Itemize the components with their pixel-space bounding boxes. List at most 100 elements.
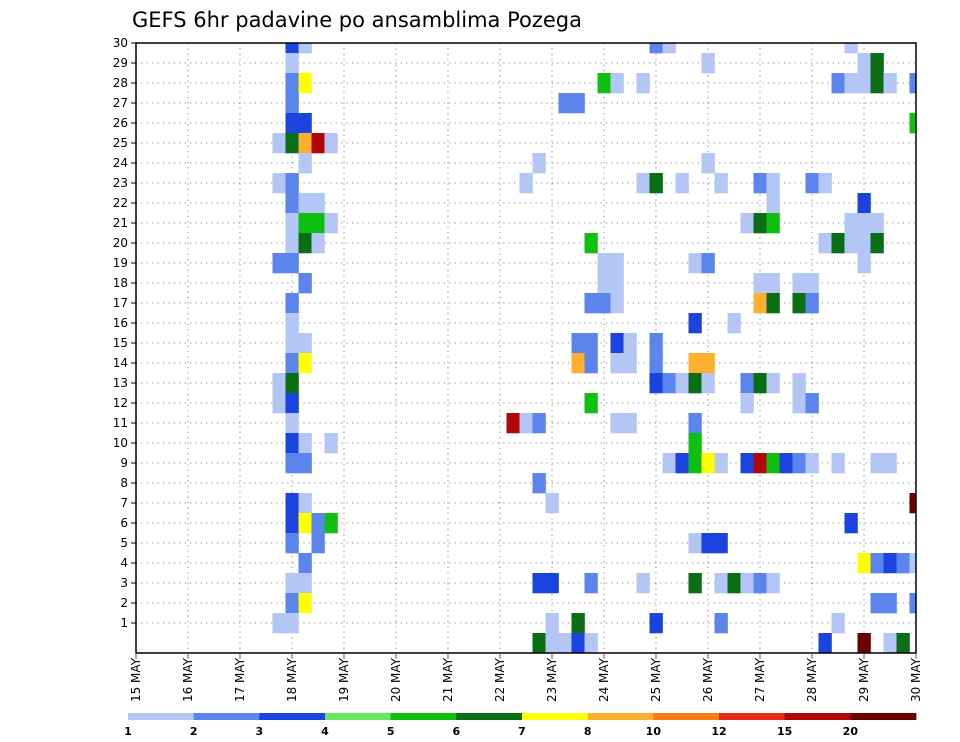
heatmap-cell bbox=[298, 513, 312, 534]
heatmap-cell bbox=[662, 453, 676, 474]
heatmap-cell bbox=[662, 373, 676, 394]
heatmap-cell bbox=[753, 373, 767, 394]
heatmap-cell bbox=[610, 413, 624, 434]
heatmap-cell bbox=[714, 573, 728, 594]
x-tick-label: 29 MAY bbox=[857, 657, 871, 702]
heatmap-cell bbox=[298, 113, 312, 134]
heatmap-cell bbox=[324, 433, 338, 454]
y-tick-label: 17 bbox=[113, 296, 128, 310]
heatmap-cell bbox=[610, 293, 624, 314]
heatmap-cell bbox=[610, 353, 624, 374]
heatmap-cell bbox=[584, 233, 598, 254]
heatmap-cell bbox=[818, 233, 832, 254]
heatmap-cell bbox=[675, 173, 689, 194]
heatmap-cell bbox=[870, 553, 884, 574]
heatmap-cell bbox=[883, 553, 897, 574]
heatmap-cell bbox=[298, 333, 312, 354]
heatmap-cell bbox=[870, 233, 884, 254]
colorbar-swatch bbox=[850, 713, 917, 720]
colorbar-label: 4 bbox=[321, 725, 329, 738]
heatmap-cell bbox=[298, 213, 312, 234]
heatmap-cell bbox=[298, 553, 312, 574]
heatmap-cell bbox=[688, 373, 702, 394]
heatmap-cell bbox=[636, 573, 650, 594]
y-tick-label: 28 bbox=[113, 76, 128, 90]
y-tick-label: 30 bbox=[113, 36, 128, 50]
y-tick-label: 21 bbox=[113, 216, 128, 230]
heatmap-cell bbox=[285, 173, 299, 194]
x-tick-label: 17 MAY bbox=[233, 657, 247, 702]
heatmap-cell bbox=[857, 213, 871, 234]
heatmap-cell bbox=[584, 633, 598, 654]
heatmap-cell bbox=[688, 533, 702, 554]
y-tick-label: 24 bbox=[113, 156, 128, 170]
y-tick-label: 20 bbox=[113, 236, 128, 250]
heatmap-cell bbox=[610, 273, 624, 294]
heatmap-cell bbox=[545, 613, 559, 634]
heatmap-cell bbox=[285, 513, 299, 534]
heatmap-cell bbox=[610, 333, 624, 354]
heatmap-cell bbox=[285, 493, 299, 514]
heatmap-cell bbox=[285, 193, 299, 214]
heatmap-cell bbox=[883, 633, 897, 654]
plot-frame bbox=[135, 42, 917, 654]
heatmap-cell bbox=[766, 173, 780, 194]
heatmap-cell bbox=[285, 393, 299, 414]
heatmap-cell bbox=[844, 213, 858, 234]
colorbar-label: 5 bbox=[387, 725, 395, 738]
heatmap-cell bbox=[285, 73, 299, 94]
heatmap-cell bbox=[311, 533, 325, 554]
x-tick-label: 25 MAY bbox=[649, 657, 663, 702]
heatmap-cell bbox=[805, 273, 819, 294]
heatmap-cell bbox=[272, 133, 286, 154]
heatmap-cell bbox=[805, 293, 819, 314]
heatmap-cell bbox=[818, 633, 832, 654]
heatmap-cell bbox=[298, 593, 312, 614]
heatmap-cell bbox=[285, 353, 299, 374]
heatmap-cell bbox=[649, 333, 663, 354]
colorbar-label: 3 bbox=[256, 725, 264, 738]
x-tick-label: 27 MAY bbox=[753, 657, 767, 702]
heatmap-cell bbox=[285, 43, 299, 54]
y-tick-label: 8 bbox=[120, 476, 128, 490]
heatmap-cell bbox=[285, 113, 299, 134]
y-tick-label: 18 bbox=[113, 276, 128, 290]
heatmap-cell bbox=[857, 233, 871, 254]
heatmap-cell bbox=[857, 73, 871, 94]
heatmap-cell bbox=[558, 633, 572, 654]
heatmap-cell bbox=[285, 453, 299, 474]
x-tick-label: 24 MAY bbox=[597, 657, 611, 702]
heatmap-cell bbox=[688, 573, 702, 594]
heatmap-cell bbox=[532, 573, 546, 594]
heatmap-cell bbox=[298, 133, 312, 154]
heatmap-cell bbox=[519, 173, 533, 194]
colorbar-label: 2 bbox=[190, 725, 198, 738]
heatmap-cell bbox=[870, 53, 884, 74]
y-axis-ticks: 1234567891011121314151617181920212223242… bbox=[113, 36, 136, 630]
colorbar-swatch bbox=[390, 713, 457, 720]
heatmap-cell bbox=[298, 193, 312, 214]
colorbar-swatch bbox=[325, 713, 392, 720]
heatmap-cell bbox=[792, 273, 806, 294]
heatmap-cell bbox=[584, 353, 598, 374]
heatmap-cell bbox=[766, 573, 780, 594]
heatmap-cell bbox=[285, 593, 299, 614]
heatmap-cell bbox=[701, 453, 715, 474]
heatmap-cell bbox=[545, 573, 559, 594]
heatmap-cell bbox=[844, 513, 858, 534]
y-tick-label: 4 bbox=[120, 556, 128, 570]
heatmap-cell bbox=[831, 613, 845, 634]
heatmap-cell bbox=[675, 453, 689, 474]
heatmap-cell bbox=[285, 433, 299, 454]
heatmap-cell bbox=[532, 473, 546, 494]
y-tick-label: 9 bbox=[120, 456, 128, 470]
heatmap-cell bbox=[766, 293, 780, 314]
heatmap-cell bbox=[688, 353, 702, 374]
y-tick-label: 16 bbox=[113, 316, 128, 330]
heatmap-cell bbox=[285, 53, 299, 74]
heatmap-cell bbox=[571, 93, 585, 114]
heatmap-cell bbox=[831, 73, 845, 94]
heatmap-cell bbox=[272, 253, 286, 274]
heatmap-cell bbox=[909, 73, 917, 94]
